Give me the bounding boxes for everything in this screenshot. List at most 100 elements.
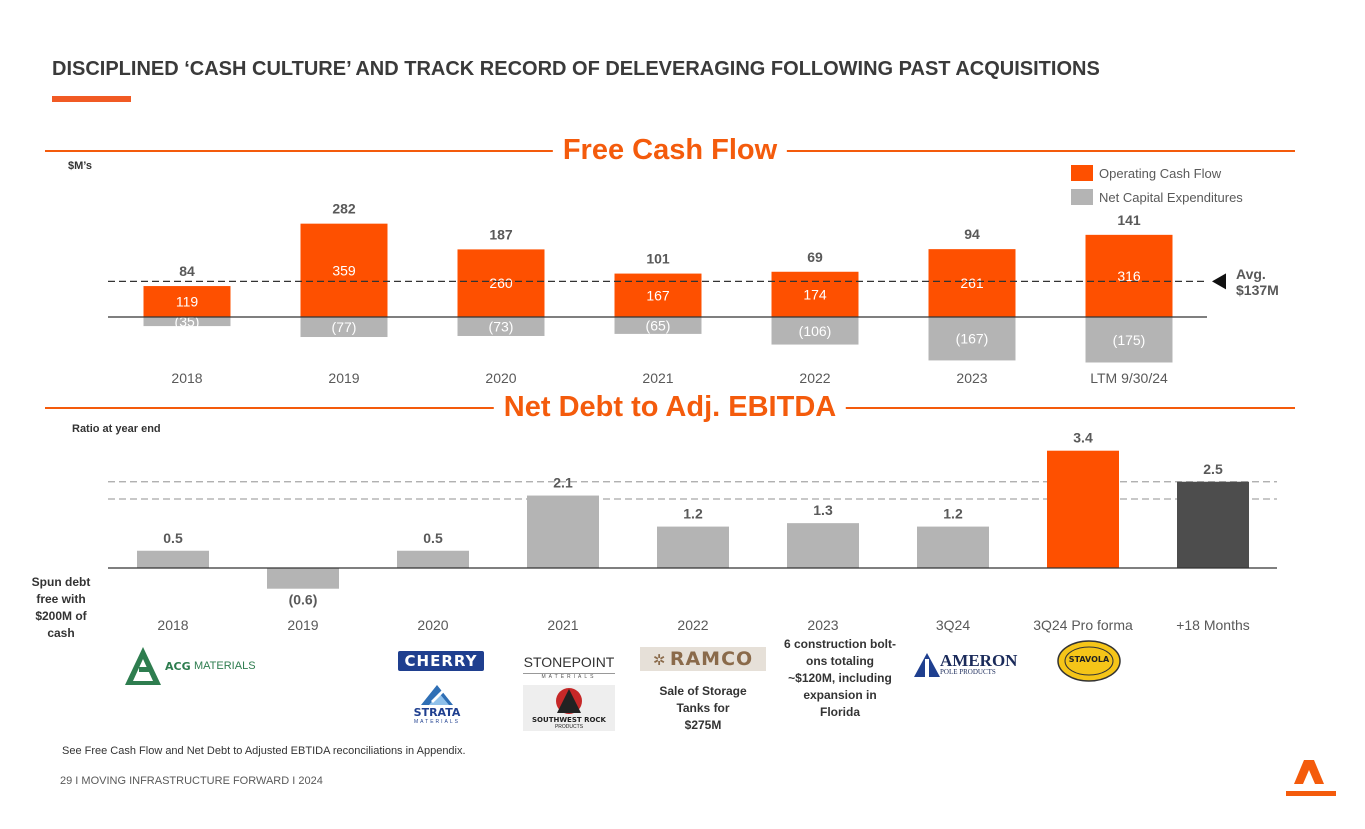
nd-category-label: 2019	[287, 617, 318, 633]
acg-name: ACG	[165, 660, 191, 673]
southwest-rock-name: SOUTHWEST ROCK	[532, 716, 606, 724]
nd-bar	[1177, 481, 1249, 568]
fcf-ocf-value-label: 167	[646, 287, 670, 303]
fcf-ocf-value-label: 261	[960, 275, 984, 291]
fcf-capex-value-label: (106)	[799, 323, 832, 339]
nd-unit-label: Ratio at year end	[72, 423, 161, 435]
fcf-bar-operating-cash-flow	[300, 223, 388, 317]
fcf-bar-net-capex	[300, 317, 388, 338]
avg-label-line1: Avg.	[1236, 266, 1266, 282]
caption-line: ons totaling	[806, 654, 874, 668]
caption-line: Florida	[819, 705, 860, 719]
nd-value-label: (0.6)	[289, 592, 318, 608]
legend-swatch-gray	[1071, 189, 1093, 205]
nd-value-label: 1.3	[813, 502, 833, 518]
fcf-ocf-value-label: 359	[332, 262, 356, 278]
nd-category-label: 2021	[547, 617, 578, 633]
caption-line: Sale of Storage	[659, 684, 747, 698]
fcf-bar-net-capex	[457, 317, 545, 336]
note-line: cash	[47, 626, 75, 640]
fcf-bar-operating-cash-flow	[143, 286, 231, 317]
fcf-total-label: 69	[807, 249, 823, 265]
stavola-badge-icon	[1057, 640, 1121, 682]
fcf-category-label: 2020	[485, 370, 516, 386]
legend-net-capex: Net Capital Expenditures	[1071, 189, 1243, 205]
note-line: $200M of	[35, 609, 87, 623]
caption-line: Tanks for	[676, 701, 730, 715]
bolt-ons-caption: 6 construction bolt- ons totaling ~$120M…	[776, 636, 904, 721]
stonepoint-logo: STONEPOINT MATERIALS	[523, 651, 615, 681]
nd-section-title: Net Debt to Adj. EBITDA	[493, 391, 847, 424]
nd-value-label: 2.1	[553, 475, 573, 491]
fcf-section-title: Free Cash Flow	[552, 134, 788, 167]
caption-line: $275M	[684, 718, 722, 732]
caption-line: ~$120M, including	[788, 671, 892, 685]
fcf-bar-operating-cash-flow	[928, 249, 1016, 317]
nd-category-label: 2022	[677, 617, 708, 633]
cherry-name: CHERRY	[404, 652, 478, 670]
nd-value-label: 1.2	[683, 506, 703, 522]
strata-peak-icon	[421, 685, 453, 705]
southwest-rock-logo: SOUTHWEST ROCK PRODUCTS	[523, 685, 615, 731]
nd-bar	[657, 526, 729, 568]
ramco-logo: ✲ RAMCO	[640, 647, 766, 671]
fcf-bar-net-capex	[771, 317, 859, 345]
cherry-banner-logo: CHERRY	[398, 651, 484, 671]
southwest-rock-sub: PRODUCTS	[554, 724, 584, 730]
fcf-capex-value-label: (65)	[646, 317, 671, 333]
ameron-triangle-icon	[914, 653, 940, 677]
note-line: Spun debt	[31, 575, 91, 589]
fcf-bar-net-capex	[928, 317, 1016, 361]
legend-swatch-orange	[1071, 165, 1093, 181]
fcf-total-label: 187	[489, 226, 513, 242]
fcf-ocf-value-label: 119	[176, 294, 199, 310]
fcf-capex-value-label: (167)	[956, 331, 989, 347]
stonepoint-sub: MATERIALS	[523, 673, 615, 680]
fcf-total-label: 141	[1117, 212, 1141, 228]
nd-bar	[1047, 450, 1119, 568]
nd-bar	[787, 523, 859, 568]
nd-value-label: 2.5	[1203, 461, 1223, 477]
ramco-gear-icon: ✲	[652, 652, 666, 669]
nd-category-label: +18 Months	[1176, 617, 1250, 633]
legend-label: Operating Cash Flow	[1099, 165, 1222, 181]
fcf-capex-value-label: (35)	[175, 314, 200, 330]
nd-bar	[397, 550, 469, 568]
footnote: See Free Cash Flow and Net Debt to Adjus…	[62, 745, 466, 757]
nd-value-label: 1.2	[943, 506, 963, 522]
nd-category-label: 3Q24	[936, 617, 970, 633]
fcf-ocf-value-label: 260	[489, 275, 513, 291]
spun-debt-note: Spun debt free with $200M of cash	[22, 574, 100, 642]
fcf-chart: 119 (35) 84 2018 359 (77) 282 2019 260 (73) 187 202…	[108, 201, 1226, 386]
legend-label: Net Capital Expenditures	[1099, 189, 1243, 205]
strata-name: STRATA	[413, 706, 461, 719]
fcf-total-label: 101	[646, 251, 670, 267]
fcf-category-label: 2023	[956, 370, 987, 386]
ameron-name: AMERON	[940, 651, 1018, 670]
fcf-bar-operating-cash-flow	[1085, 234, 1173, 317]
fcf-unit-label: $M’s	[68, 160, 93, 172]
page-footer: 29 I MOVING INFRASTRUCTURE FORWARD I 202…	[60, 775, 323, 787]
fcf-total-label: 94	[964, 226, 980, 242]
arcosa-a-icon	[1286, 760, 1336, 796]
nd-category-label: 3Q24 Pro forma	[1033, 617, 1133, 633]
nd-category-label: 2020	[417, 617, 448, 633]
fcf-total-label: 84	[179, 263, 195, 279]
nd-value-label: 0.5	[163, 530, 183, 546]
southwest-rock-icon	[556, 688, 582, 714]
legend-operating-cash-flow: Operating Cash Flow	[1071, 165, 1221, 181]
stavola-name: STAVOLA	[1068, 655, 1110, 664]
nd-bar	[137, 550, 209, 568]
caption-line: expansion in	[803, 688, 877, 702]
caption-line: 6 construction bolt-	[784, 637, 896, 651]
fcf-capex-value-label: (73)	[489, 318, 514, 334]
fcf-category-label: 2022	[799, 370, 830, 386]
ameron-sub: POLE PRODUCTS	[940, 668, 996, 676]
nd-category-label: 2018	[157, 617, 188, 633]
nd-bar	[917, 526, 989, 568]
storage-sale-caption: Sale of Storage Tanks for $275M	[648, 683, 758, 734]
ameron-logo: AMERON POLE PRODUCTS	[914, 651, 1018, 679]
avg-arrow-icon	[1212, 273, 1226, 290]
avg-label-line2: $137M	[1236, 282, 1279, 298]
fcf-ocf-value-label: 316	[1117, 268, 1141, 284]
